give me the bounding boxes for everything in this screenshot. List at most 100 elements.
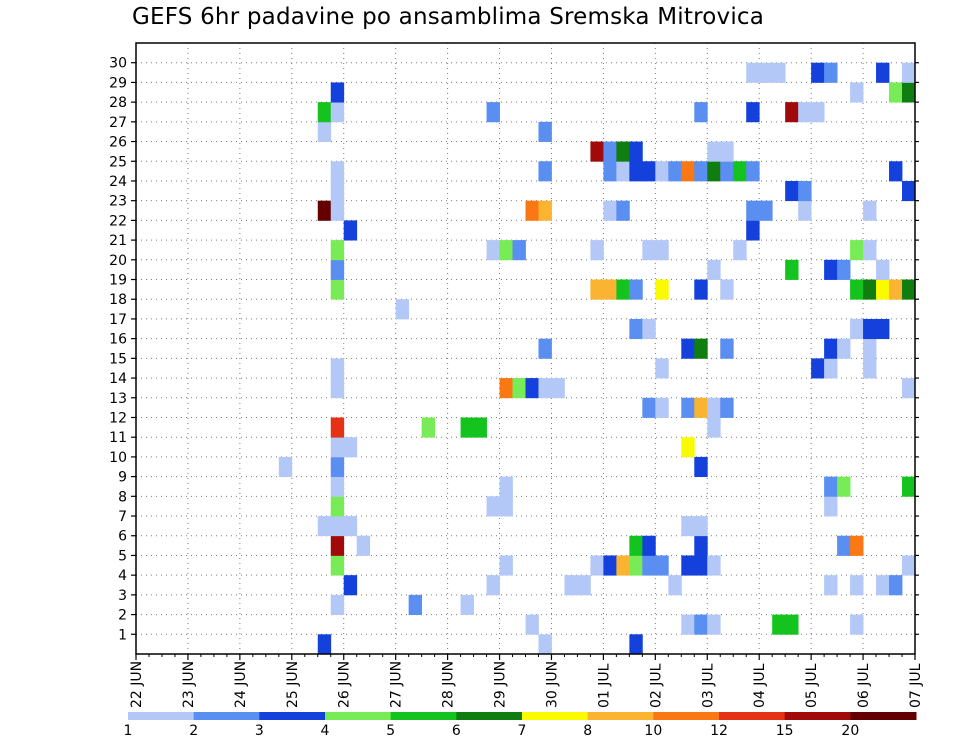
data-cell [681, 555, 695, 576]
y-tick-label: 4 [118, 568, 127, 584]
data-cell [616, 279, 630, 300]
data-cell [746, 200, 760, 221]
legend-label: 15 [776, 723, 794, 739]
x-tick-label: 23 JUN [181, 661, 197, 708]
data-cell [343, 220, 358, 241]
data-cell [902, 82, 916, 103]
data-cell [811, 358, 825, 379]
y-tick-label: 24 [109, 174, 127, 190]
data-cell [681, 516, 695, 537]
data-cell [902, 476, 916, 497]
data-cell [746, 102, 760, 123]
data-cell [616, 200, 630, 221]
data-cell [486, 496, 500, 517]
data-cell [642, 555, 656, 576]
data-cell [330, 378, 345, 399]
data-cell [772, 62, 786, 83]
data-cell [603, 161, 617, 182]
data-cell [876, 575, 890, 596]
data-cell [317, 200, 332, 221]
data-cell [538, 634, 552, 655]
data-cell [330, 456, 345, 478]
data-cell [876, 279, 890, 300]
data-cell [707, 161, 721, 182]
legend-swatch [850, 712, 917, 720]
data-cell [330, 102, 345, 123]
y-tick-label: 3 [118, 588, 127, 604]
data-cell [824, 259, 838, 280]
data-cell [694, 456, 708, 478]
data-cell [330, 535, 345, 556]
legend-swatch [653, 712, 720, 720]
x-tick-label: 28 JUN [441, 661, 457, 708]
data-cell [746, 220, 760, 241]
y-tick-label: 30 [109, 56, 127, 72]
legend-label: 7 [518, 723, 527, 739]
data-cell [668, 161, 682, 182]
data-cell [759, 62, 773, 83]
legend-label: 2 [189, 723, 198, 739]
data-cell [616, 555, 630, 576]
data-cell [538, 378, 552, 399]
data-cell [681, 338, 695, 359]
data-cell [668, 575, 682, 596]
legend-label: 4 [321, 723, 330, 739]
data-cell [330, 476, 345, 497]
data-cell [850, 82, 864, 103]
data-cell [850, 318, 864, 340]
data-cell [824, 358, 838, 379]
data-cell [486, 240, 500, 261]
x-tick-label: 26 JUN [337, 661, 353, 708]
data-cell [707, 614, 721, 635]
y-tick-label: 1 [118, 627, 127, 643]
data-cell [863, 318, 877, 340]
data-cell [720, 397, 734, 418]
data-cell [590, 279, 604, 300]
data-cell [330, 516, 345, 537]
data-cell [707, 417, 721, 438]
data-cell [330, 161, 345, 182]
data-cell [655, 279, 669, 300]
data-cell [824, 62, 838, 83]
data-cell [889, 575, 903, 596]
data-cell [707, 397, 721, 418]
data-cell [720, 338, 734, 359]
data-cell [499, 240, 513, 261]
data-cell [694, 555, 708, 576]
data-cell [798, 180, 812, 202]
data-cell [824, 338, 838, 359]
data-cell [850, 535, 864, 556]
legend-label: 3 [255, 723, 264, 739]
data-cell [902, 180, 916, 202]
data-cell [850, 614, 864, 635]
data-cell [330, 594, 345, 615]
legend-label: 8 [583, 723, 592, 739]
legend-label: 10 [644, 723, 662, 739]
data-cell [655, 358, 669, 379]
data-cell [785, 259, 799, 280]
y-tick-label: 28 [109, 95, 127, 111]
y-tick-label: 10 [109, 450, 127, 466]
legend-swatch [193, 712, 260, 720]
data-cell [603, 555, 617, 576]
data-cell [876, 62, 890, 83]
data-cell [616, 161, 630, 182]
data-cell [863, 279, 877, 300]
y-tick-label: 23 [109, 194, 127, 210]
data-cell [642, 161, 656, 182]
data-cell [655, 555, 669, 576]
y-tick-label: 18 [109, 292, 127, 308]
data-cell [902, 378, 916, 399]
data-cell [629, 535, 643, 556]
data-cell [499, 476, 513, 497]
data-cell [525, 614, 539, 635]
x-tick-label: 06 JUL [856, 663, 872, 708]
data-cell [720, 141, 734, 162]
y-tick-label: 20 [109, 253, 127, 269]
y-tick-label: 9 [118, 470, 127, 486]
data-cell [317, 102, 332, 123]
legend-label: 12 [710, 723, 728, 739]
data-cell [330, 82, 345, 103]
